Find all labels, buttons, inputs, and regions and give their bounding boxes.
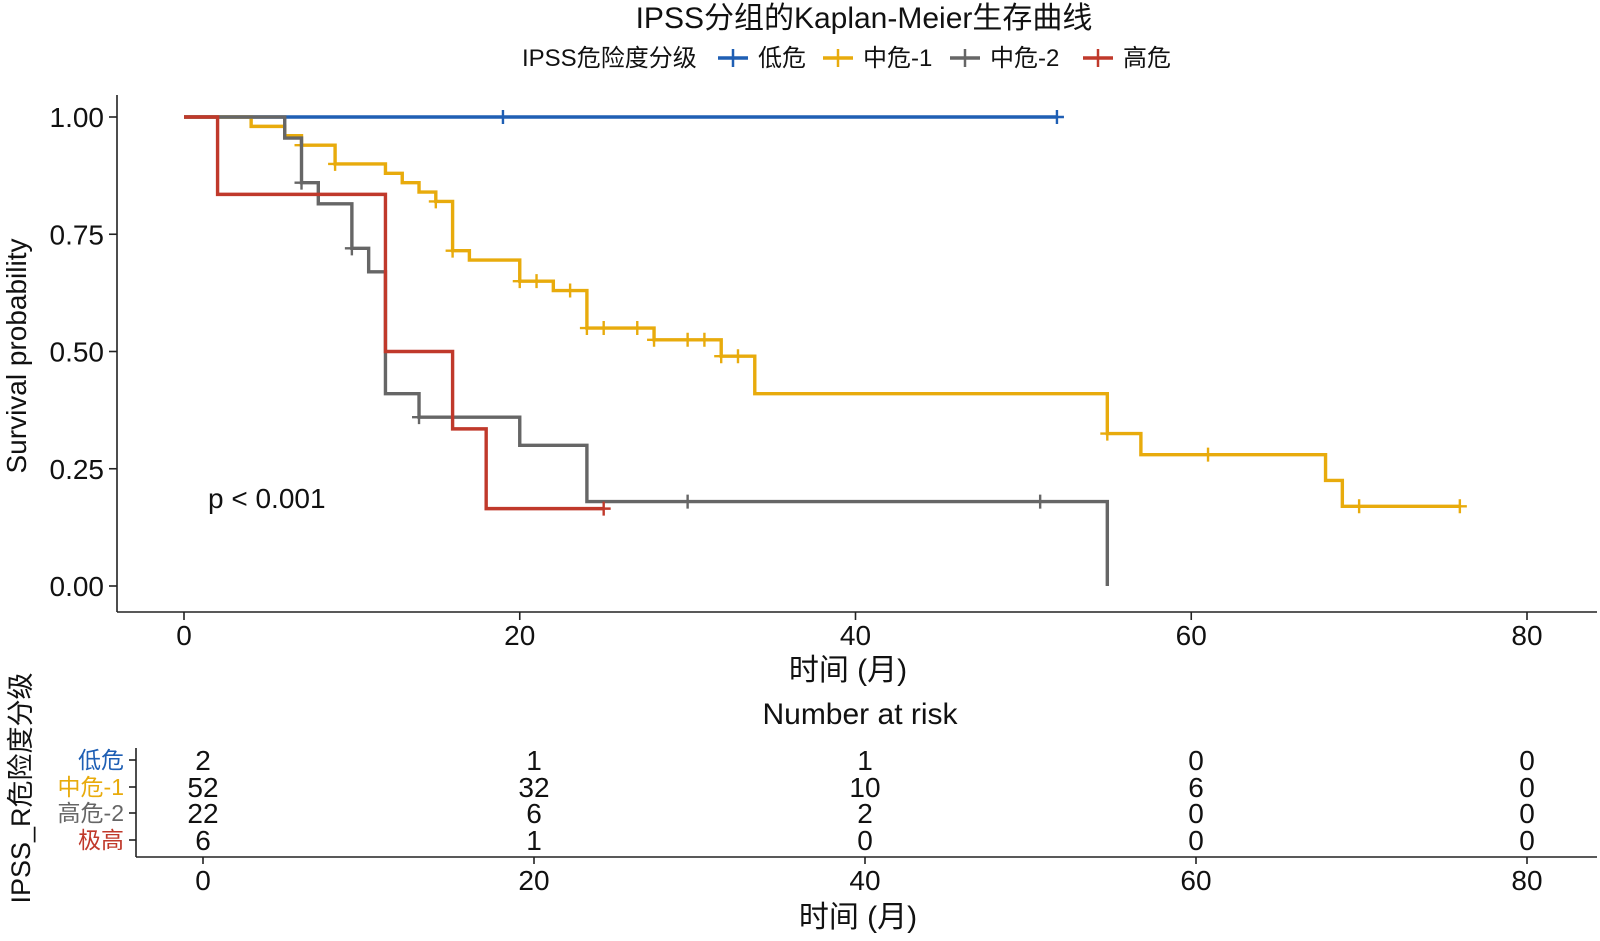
censor-mark bbox=[563, 283, 578, 298]
risk-row-label: 低危 bbox=[78, 747, 124, 773]
series-1 bbox=[184, 110, 1064, 124]
censor-mark bbox=[529, 274, 544, 289]
censor-mark bbox=[328, 156, 343, 171]
censor-mark bbox=[630, 321, 645, 336]
risk-cell: 1 bbox=[857, 745, 873, 776]
legend-entry: 中危-1 bbox=[863, 45, 932, 72]
legend-entry: 低危 bbox=[758, 45, 806, 72]
censor-mark bbox=[412, 410, 427, 425]
x-tick-label: 60 bbox=[1176, 620, 1207, 651]
risk-row-label: 中危-1 bbox=[58, 774, 124, 800]
legend-entry: 中危-2 bbox=[990, 45, 1059, 72]
legend-title: IPSS危险度分级 bbox=[522, 45, 697, 72]
risk-cell: 2 bbox=[195, 745, 211, 776]
censor-mark bbox=[680, 494, 695, 509]
series-2 bbox=[184, 115, 1467, 514]
censor-mark bbox=[495, 110, 510, 124]
risk-cell: 6 bbox=[1188, 772, 1204, 803]
risk-x-tick-label: 0 bbox=[195, 865, 211, 896]
risk-cell: 0 bbox=[1519, 825, 1535, 856]
y-tick-label: 0.00 bbox=[50, 571, 105, 602]
censor-mark bbox=[579, 321, 594, 336]
risk-x-tick-label: 40 bbox=[849, 865, 880, 896]
censor-mark bbox=[344, 241, 359, 256]
censor-mark bbox=[1100, 426, 1115, 441]
risk-cell: 22 bbox=[187, 798, 218, 829]
censor-mark bbox=[445, 243, 460, 258]
y-tick-label: 0.50 bbox=[50, 337, 105, 368]
risk-y-axis-title: IPSS_R危险度分级 bbox=[6, 672, 36, 903]
risk-x-tick-label: 20 bbox=[518, 865, 549, 896]
censor-mark bbox=[680, 332, 695, 347]
x-tick-label: 20 bbox=[504, 620, 535, 651]
risk-cell: 0 bbox=[1188, 825, 1204, 856]
x-tick-label: 40 bbox=[840, 620, 871, 651]
legend-entry: 高危 bbox=[1123, 45, 1171, 72]
censor-mark bbox=[1033, 494, 1048, 509]
x-tick-label: 0 bbox=[176, 620, 192, 651]
censor-mark bbox=[294, 175, 309, 190]
legend: IPSS危险度分级 低危 中危-1 中危-2 高危 bbox=[522, 45, 1171, 72]
risk-cell: 0 bbox=[1188, 745, 1204, 776]
risk-row-label: 高危-2 bbox=[58, 800, 124, 826]
series-4 bbox=[184, 115, 611, 516]
y-tick-label: 0.75 bbox=[50, 219, 105, 250]
risk-cell: 0 bbox=[1519, 772, 1535, 803]
risk-row-label: 极高 bbox=[78, 827, 124, 853]
censor-mark bbox=[596, 501, 611, 516]
risk-cell: 2 bbox=[857, 798, 873, 829]
risk-cell: 6 bbox=[526, 798, 542, 829]
risk-x-tick-label: 60 bbox=[1180, 865, 1211, 896]
risk-cell: 0 bbox=[1519, 745, 1535, 776]
risk-x-tick-label: 80 bbox=[1511, 865, 1542, 896]
censor-mark bbox=[1201, 447, 1216, 462]
risk-cell: 0 bbox=[1188, 798, 1204, 829]
censor-mark bbox=[647, 332, 662, 347]
chart-title: IPSS分组的Kaplan-Meier生存曲线 bbox=[636, 2, 1093, 35]
risk-cell: 1 bbox=[526, 745, 542, 776]
risk-cell: 0 bbox=[857, 825, 873, 856]
risk-cell: 6 bbox=[195, 825, 211, 856]
censor-mark bbox=[1352, 499, 1367, 514]
censor-mark bbox=[714, 349, 729, 364]
series-3 bbox=[184, 115, 1110, 586]
risk-cell: 52 bbox=[187, 772, 218, 803]
risk-cell: 10 bbox=[849, 772, 880, 803]
risk-x-axis-title: 时间 (月) bbox=[799, 901, 917, 934]
survival-curve bbox=[184, 115, 1110, 586]
censor-mark bbox=[697, 332, 712, 347]
risk-cell: 1 bbox=[526, 825, 542, 856]
risk-cell: 32 bbox=[518, 772, 549, 803]
censor-mark bbox=[596, 321, 611, 336]
survival-curve bbox=[184, 115, 1460, 508]
y-axis-title: Survival probability bbox=[1, 239, 32, 474]
censor-mark bbox=[1049, 110, 1064, 124]
risk-table-title: Number at risk bbox=[762, 698, 958, 731]
censor-mark bbox=[1452, 499, 1467, 514]
censor-mark bbox=[730, 349, 745, 364]
survival-curve bbox=[184, 115, 604, 511]
censor-mark bbox=[512, 274, 527, 289]
p-value-annotation: p < 0.001 bbox=[208, 483, 326, 514]
x-tick-label: 80 bbox=[1511, 620, 1542, 651]
risk-cell: 0 bbox=[1519, 798, 1535, 829]
y-tick-label: 1.00 bbox=[50, 102, 105, 133]
censor-mark bbox=[428, 194, 443, 209]
y-tick-label: 0.25 bbox=[50, 454, 105, 485]
x-axis-title: 时间 (月) bbox=[789, 654, 907, 687]
